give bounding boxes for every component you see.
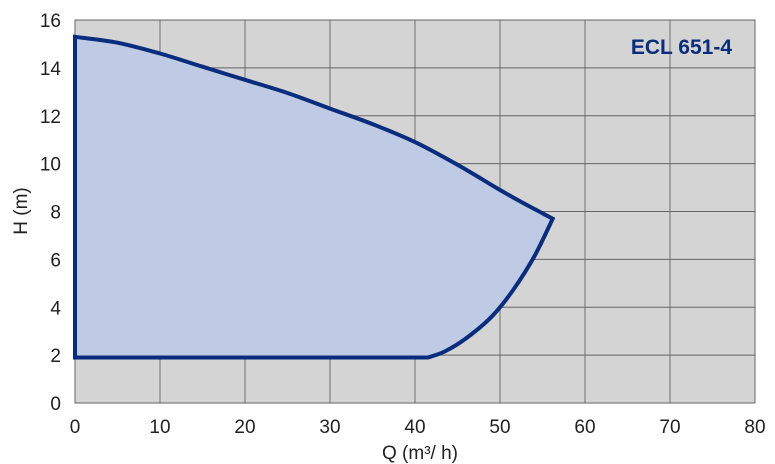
operating-region <box>73 34 556 360</box>
tick-labels: 0 10 20 30 40 50 60 70 80 0 2 4 6 8 10 12 14 16 <box>40 11 766 438</box>
x-tick-label: 0 <box>70 417 81 438</box>
y-tick-label: 8 <box>50 203 61 224</box>
y-tick-label: 2 <box>50 346 61 367</box>
x-tick-label: 70 <box>659 417 680 438</box>
x-tick-label: 30 <box>319 417 340 438</box>
x-tick-label: 50 <box>489 417 510 438</box>
y-tick-label: 12 <box>40 107 61 128</box>
x-tick-label: 40 <box>404 417 425 438</box>
x-tick-label: 10 <box>149 417 170 438</box>
y-axis-label: H (m) <box>11 187 32 234</box>
y-tick-label: 4 <box>50 298 61 319</box>
x-tick-label: 60 <box>574 417 595 438</box>
model-label: ECL 651-4 <box>631 36 732 59</box>
x-tick-label: 20 <box>234 417 255 438</box>
y-tick-label: 0 <box>50 394 61 415</box>
y-tick-label: 14 <box>40 59 62 80</box>
x-tick-label: 80 <box>744 417 765 438</box>
x-axis-label: Q (m³/ h) <box>382 443 458 464</box>
y-tick-label: 10 <box>40 155 61 176</box>
y-tick-label: 6 <box>50 250 61 271</box>
y-tick-label: 16 <box>40 11 61 32</box>
